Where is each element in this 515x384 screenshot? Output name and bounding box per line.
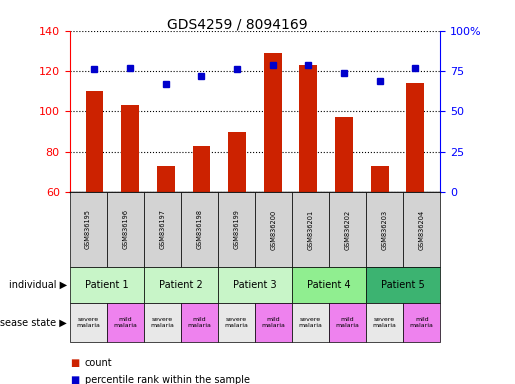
Text: mild
malaria: mild malaria [187, 317, 211, 328]
Bar [406, 83, 424, 192]
Text: ■: ■ [71, 358, 80, 368]
Bar [371, 166, 389, 192]
Text: mild
malaria: mild malaria [336, 317, 359, 328]
Text: GSM836196: GSM836196 [122, 209, 128, 250]
Text: GSM836204: GSM836204 [419, 209, 425, 250]
Text: GSM836200: GSM836200 [270, 209, 277, 250]
Text: GSM836197: GSM836197 [159, 209, 165, 250]
Text: GSM836195: GSM836195 [85, 209, 91, 250]
Text: disease state ▶: disease state ▶ [0, 318, 67, 328]
Text: percentile rank within the sample: percentile rank within the sample [85, 375, 250, 384]
Text: severe
malaria: severe malaria [373, 317, 397, 328]
Text: severe
malaria: severe malaria [225, 317, 248, 328]
Text: ■: ■ [71, 375, 80, 384]
Text: mild
malaria: mild malaria [262, 317, 285, 328]
Text: GSM836203: GSM836203 [382, 209, 388, 250]
Text: GSM836202: GSM836202 [345, 209, 351, 250]
Text: Patient 5: Patient 5 [382, 280, 425, 290]
Bar [335, 118, 353, 192]
Text: mild
malaria: mild malaria [410, 317, 434, 328]
Text: Patient 2: Patient 2 [159, 280, 202, 290]
Text: severe
malaria: severe malaria [150, 317, 174, 328]
Text: severe
malaria: severe malaria [76, 317, 100, 328]
Bar [264, 53, 282, 192]
Text: GSM836201: GSM836201 [307, 209, 314, 250]
Text: GDS4259 / 8094169: GDS4259 / 8094169 [166, 17, 307, 31]
Text: GSM836199: GSM836199 [233, 210, 239, 249]
Bar [121, 105, 139, 192]
Text: severe
malaria: severe malaria [299, 317, 322, 328]
Bar [85, 91, 104, 192]
Text: Patient 3: Patient 3 [233, 280, 277, 290]
Text: count: count [85, 358, 113, 368]
Text: Patient 4: Patient 4 [307, 280, 351, 290]
Text: individual ▶: individual ▶ [9, 280, 67, 290]
Bar [300, 65, 317, 192]
Bar [193, 146, 210, 192]
Bar [228, 131, 246, 192]
Text: GSM836198: GSM836198 [196, 209, 202, 250]
Bar [157, 166, 175, 192]
Text: mild
malaria: mild malaria [113, 317, 137, 328]
Text: Patient 1: Patient 1 [85, 280, 128, 290]
